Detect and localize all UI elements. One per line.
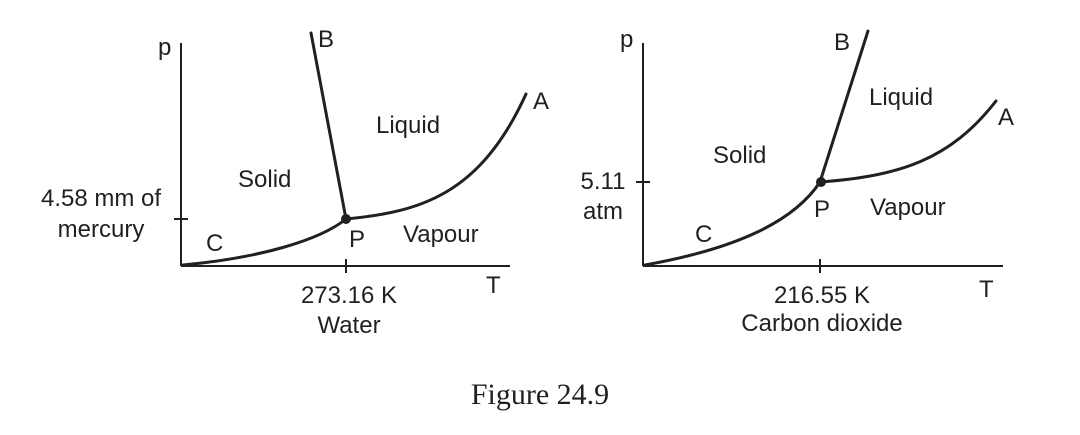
- water-substance-name: Water: [317, 312, 380, 339]
- figure-caption: Figure 24.9: [471, 378, 609, 411]
- water-point-b-label: B: [318, 26, 334, 53]
- water-solid-region-label: Solid: [238, 166, 291, 193]
- co2-y-axis-label: p: [620, 26, 633, 53]
- co2-temperature-value: 216.55 K: [774, 282, 870, 309]
- co2-solid-region-label: Solid: [713, 142, 766, 169]
- water-vaporization-curve: [344, 92, 528, 221]
- water-point-p-label: P: [349, 226, 365, 253]
- water-pressure-value-line1: 4.58 mm of: [41, 185, 161, 212]
- co2-point-a-label: A: [998, 104, 1014, 131]
- co2-x-axis-label: T: [979, 276, 994, 303]
- water-temperature-value: 273.16 K: [301, 282, 397, 309]
- co2-phase-diagram: p T B A C P Solid Liquid Vapour 5.11 atm…: [581, 26, 1014, 337]
- co2-vaporization-curve: [818, 99, 998, 184]
- co2-liquid-region-label: Liquid: [869, 84, 933, 111]
- water-y-axis-label: p: [158, 34, 171, 61]
- co2-point-c-label: C: [695, 221, 712, 248]
- water-point-c-label: C: [206, 230, 223, 257]
- water-pressure-value-line2: mercury: [58, 216, 145, 243]
- co2-point-p-label: P: [814, 196, 830, 223]
- water-point-a-label: A: [533, 88, 549, 115]
- water-phase-diagram: p T B A C P Solid Liquid Vapour 4.58 mm …: [41, 26, 549, 339]
- co2-pressure-value-line2: atm: [583, 198, 623, 225]
- co2-triple-point-marker: [816, 177, 826, 187]
- co2-fusion-curve: [818, 29, 870, 184]
- water-sublimation-curve: [181, 217, 348, 267]
- co2-pressure-value-line1: 5.11: [581, 168, 626, 195]
- water-vapour-region-label: Vapour: [403, 221, 479, 248]
- water-x-axis-label: T: [486, 272, 501, 299]
- co2-sublimation-curve: [643, 180, 822, 267]
- water-triple-point-marker: [341, 214, 351, 224]
- water-fusion-curve: [309, 31, 348, 221]
- co2-point-b-label: B: [834, 29, 850, 56]
- co2-substance-name: Carbon dioxide: [741, 310, 902, 337]
- co2-vapour-region-label: Vapour: [870, 194, 946, 221]
- water-liquid-region-label: Liquid: [376, 112, 440, 139]
